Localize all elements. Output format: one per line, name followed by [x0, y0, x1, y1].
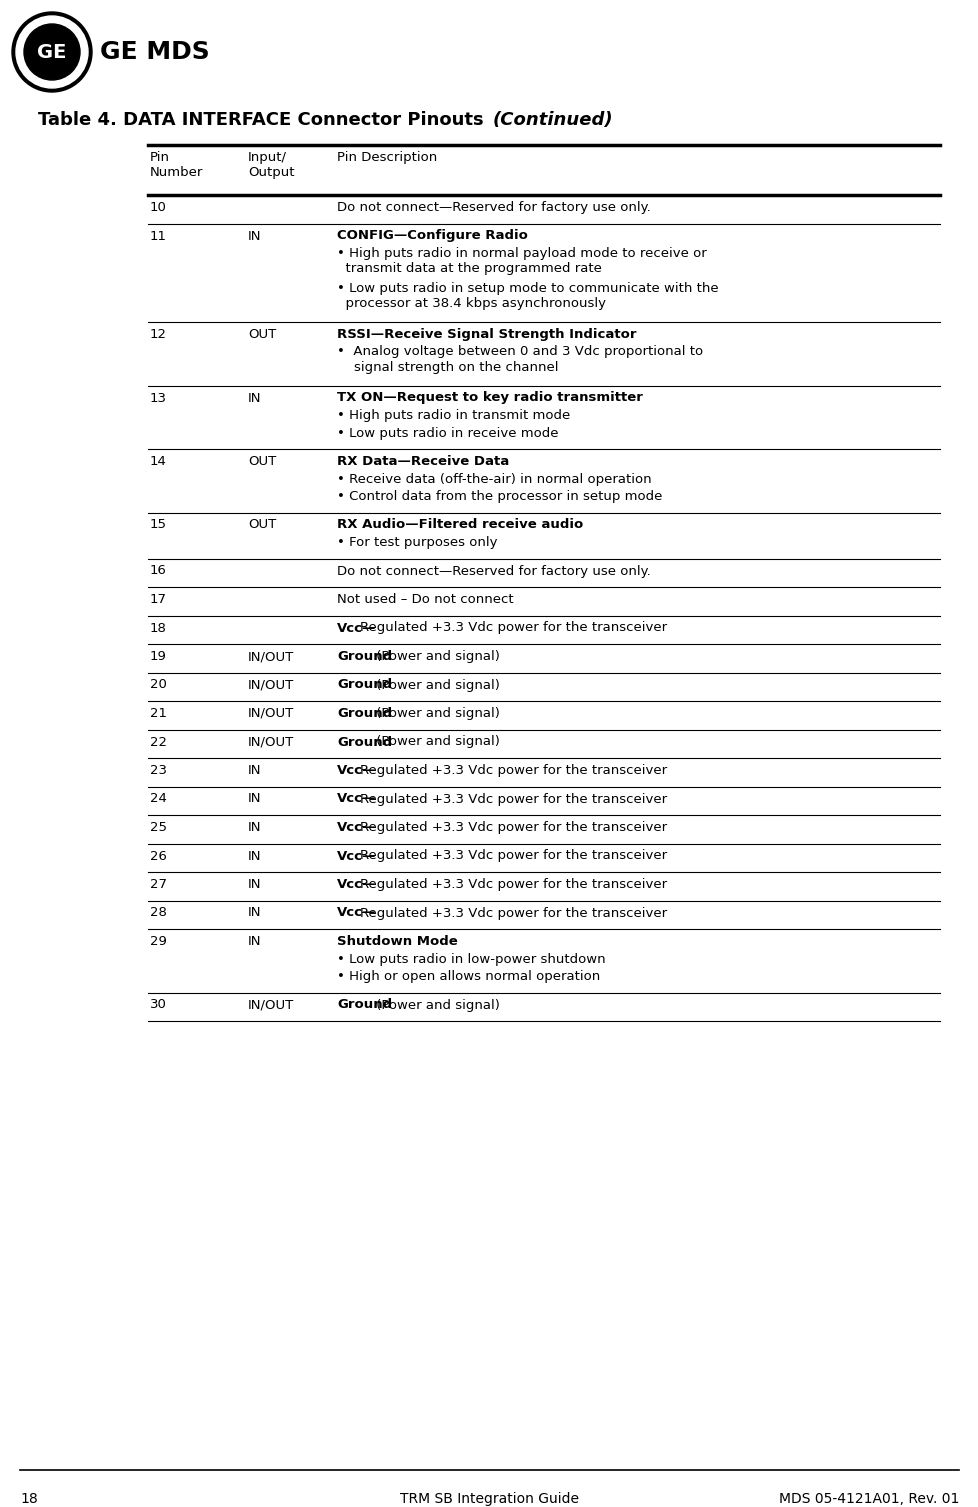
Text: • High or open allows normal operation: • High or open allows normal operation: [336, 971, 600, 983]
Text: 17: 17: [150, 592, 167, 606]
Text: • Control data from the processor in setup mode: • Control data from the processor in set…: [336, 490, 662, 503]
Text: Regulated +3.3 Vdc power for the transceiver: Regulated +3.3 Vdc power for the transce…: [360, 764, 667, 778]
Text: 27: 27: [150, 879, 167, 891]
Text: 16: 16: [150, 565, 166, 577]
Text: Regulated +3.3 Vdc power for the transceiver: Regulated +3.3 Vdc power for the transce…: [360, 821, 667, 833]
Circle shape: [16, 17, 88, 87]
Text: IN: IN: [247, 793, 261, 806]
Text: OUT: OUT: [247, 329, 276, 341]
Text: Vcc—: Vcc—: [336, 764, 376, 778]
Text: Regulated +3.3 Vdc power for the transceiver: Regulated +3.3 Vdc power for the transce…: [360, 879, 667, 891]
Text: TRM SB Integration Guide: TRM SB Integration Guide: [400, 1492, 579, 1505]
Text: • Low puts radio in low-power shutdown: • Low puts radio in low-power shutdown: [336, 952, 605, 966]
Text: 22: 22: [150, 735, 167, 749]
Text: Ground: Ground: [336, 999, 392, 1011]
Text: Vcc—: Vcc—: [336, 850, 376, 862]
Text: IN/OUT: IN/OUT: [247, 735, 294, 749]
Text: IN: IN: [247, 850, 261, 862]
Text: Regulated +3.3 Vdc power for the transceiver: Regulated +3.3 Vdc power for the transce…: [360, 621, 667, 634]
Text: IN: IN: [247, 392, 261, 404]
Text: Ground: Ground: [336, 735, 392, 749]
Text: 26: 26: [150, 850, 166, 862]
Text: (Power and signal): (Power and signal): [372, 650, 500, 663]
Text: TX ON—Request to key radio transmitter: TX ON—Request to key radio transmitter: [336, 392, 643, 404]
Text: CONFIG—Configure Radio: CONFIG—Configure Radio: [336, 229, 527, 243]
Text: (Continued): (Continued): [493, 112, 613, 130]
Text: RX Data—Receive Data: RX Data—Receive Data: [336, 455, 509, 469]
Text: (Power and signal): (Power and signal): [372, 707, 500, 720]
Text: • High puts radio in transmit mode: • High puts radio in transmit mode: [336, 408, 569, 422]
Text: IN: IN: [247, 907, 261, 919]
Text: (Power and signal): (Power and signal): [372, 678, 500, 692]
Text: IN: IN: [247, 764, 261, 778]
Text: 13: 13: [150, 392, 167, 404]
Text: IN/OUT: IN/OUT: [247, 650, 294, 663]
Circle shape: [24, 24, 80, 80]
Text: (Power and signal): (Power and signal): [372, 999, 500, 1011]
Circle shape: [12, 12, 92, 92]
Text: Vcc—: Vcc—: [336, 621, 376, 634]
Text: IN: IN: [247, 934, 261, 948]
Text: IN: IN: [247, 879, 261, 891]
Text: 28: 28: [150, 907, 166, 919]
Text: 12: 12: [150, 329, 167, 341]
Text: 30: 30: [150, 999, 166, 1011]
Text: Not used – Do not connect: Not used – Do not connect: [336, 592, 513, 606]
Text: OUT: OUT: [247, 455, 276, 469]
Text: Pin Description: Pin Description: [336, 151, 437, 164]
Text: • Low puts radio in setup mode to communicate with the
  processor at 38.4 kbps : • Low puts radio in setup mode to commun…: [336, 282, 718, 310]
Text: Ground: Ground: [336, 707, 392, 720]
Text: 20: 20: [150, 678, 166, 692]
Text: Do not connect—Reserved for factory use only.: Do not connect—Reserved for factory use …: [336, 200, 650, 214]
Text: •  Analog voltage between 0 and 3 Vdc proportional to
    signal strength on the: • Analog voltage between 0 and 3 Vdc pro…: [336, 345, 702, 374]
Text: Vcc—: Vcc—: [336, 879, 376, 891]
Text: Regulated +3.3 Vdc power for the transceiver: Regulated +3.3 Vdc power for the transce…: [360, 850, 667, 862]
Text: • Low puts radio in receive mode: • Low puts radio in receive mode: [336, 426, 557, 440]
Text: IN/OUT: IN/OUT: [247, 707, 294, 720]
Text: • High puts radio in normal payload mode to receive or
  transmit data at the pr: • High puts radio in normal payload mode…: [336, 247, 706, 274]
Text: GE MDS: GE MDS: [100, 41, 209, 63]
Text: Pin
Number: Pin Number: [150, 151, 203, 179]
Text: Ground: Ground: [336, 650, 392, 663]
Text: OUT: OUT: [247, 518, 276, 532]
Text: 18: 18: [20, 1492, 38, 1505]
Text: Regulated +3.3 Vdc power for the transceiver: Regulated +3.3 Vdc power for the transce…: [360, 907, 667, 919]
Text: IN: IN: [247, 229, 261, 243]
Text: 11: 11: [150, 229, 167, 243]
Text: Vcc—: Vcc—: [336, 821, 376, 833]
Text: Do not connect—Reserved for factory use only.: Do not connect—Reserved for factory use …: [336, 565, 650, 577]
Text: IN: IN: [247, 821, 261, 833]
Text: 15: 15: [150, 518, 167, 532]
Text: 29: 29: [150, 934, 166, 948]
Text: 24: 24: [150, 793, 166, 806]
Text: Vcc—: Vcc—: [336, 793, 376, 806]
Text: 18: 18: [150, 621, 166, 634]
Text: 14: 14: [150, 455, 166, 469]
Text: Ground: Ground: [336, 678, 392, 692]
Text: Input/
Output: Input/ Output: [247, 151, 294, 179]
Text: MDS 05-4121A01, Rev. 01: MDS 05-4121A01, Rev. 01: [778, 1492, 958, 1505]
Text: IN/OUT: IN/OUT: [247, 678, 294, 692]
Text: 23: 23: [150, 764, 167, 778]
Text: GE: GE: [37, 42, 67, 62]
Text: 21: 21: [150, 707, 167, 720]
Text: (Power and signal): (Power and signal): [372, 735, 500, 749]
Text: 19: 19: [150, 650, 166, 663]
Text: RX Audio—Filtered receive audio: RX Audio—Filtered receive audio: [336, 518, 583, 532]
Text: RSSI—Receive Signal Strength Indicator: RSSI—Receive Signal Strength Indicator: [336, 329, 636, 341]
Text: 10: 10: [150, 200, 166, 214]
Text: Table 4. DATA INTERFACE Connector Pinouts: Table 4. DATA INTERFACE Connector Pinout…: [38, 112, 490, 130]
Text: Shutdown Mode: Shutdown Mode: [336, 934, 458, 948]
Text: Vcc—: Vcc—: [336, 907, 376, 919]
Text: 25: 25: [150, 821, 167, 833]
Text: IN/OUT: IN/OUT: [247, 999, 294, 1011]
Text: Regulated +3.3 Vdc power for the transceiver: Regulated +3.3 Vdc power for the transce…: [360, 793, 667, 806]
Text: • Receive data (off-the-air) in normal operation: • Receive data (off-the-air) in normal o…: [336, 473, 651, 485]
Text: • For test purposes only: • For test purposes only: [336, 536, 497, 549]
